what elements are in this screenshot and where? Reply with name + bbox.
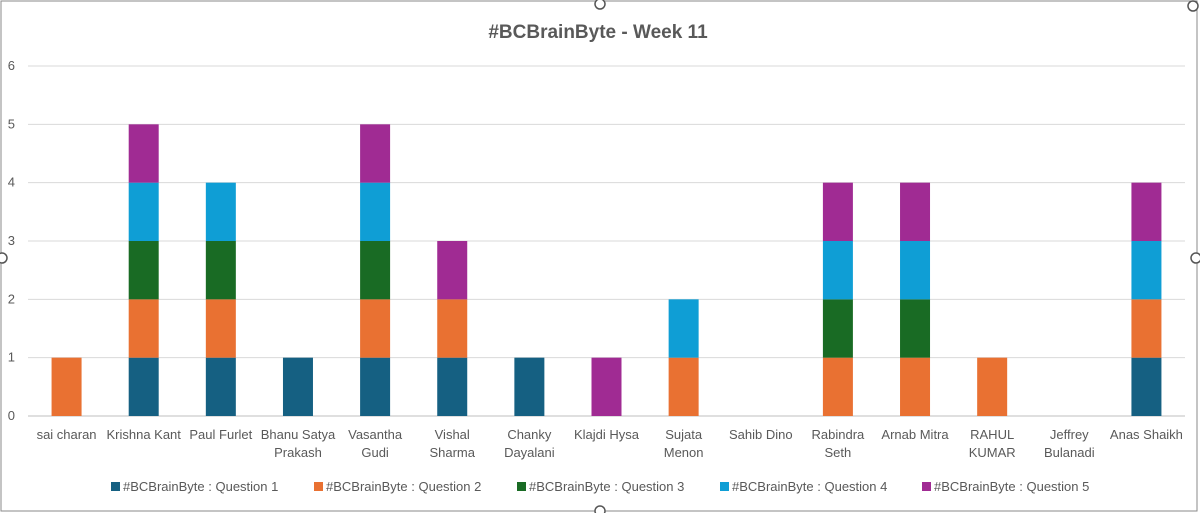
- x-tick-label: Vishal Sharma: [429, 427, 475, 460]
- resize-handle-bottom[interactable]: [594, 505, 606, 517]
- bar-segment-q1[interactable]: [514, 357, 545, 416]
- bar-segment-q4[interactable]: [1131, 241, 1162, 300]
- bar-segment-q4[interactable]: [822, 241, 853, 300]
- resize-handle-left[interactable]: [0, 252, 8, 264]
- bar-segment-q5[interactable]: [360, 124, 391, 183]
- bar-segment-q1[interactable]: [205, 357, 236, 416]
- bar-segment-q1[interactable]: [360, 357, 391, 416]
- chart-title: #BCBrainByte - Week 11: [488, 22, 708, 43]
- legend-label: #BCBrainByte : Question 4: [732, 479, 887, 494]
- legend: #BCBrainByte : Question 1 #BCBrainByte : …: [111, 479, 1089, 494]
- x-tick-label: Sahib Dino: [729, 427, 793, 442]
- x-tick-label: Vasantha Gudi: [348, 427, 403, 460]
- bar-segment-q2[interactable]: [437, 299, 468, 358]
- bar-segment-q5[interactable]: [1131, 182, 1162, 241]
- x-tick-label: Rabindra Seth: [812, 427, 866, 460]
- x-tick-label: Paul Furlet: [189, 427, 252, 442]
- bar-segment-q5[interactable]: [822, 182, 853, 241]
- legend-swatch: [314, 482, 323, 491]
- bar-segment-q2[interactable]: [900, 357, 931, 416]
- bar-segment-q2[interactable]: [1131, 299, 1162, 358]
- legend-swatch: [922, 482, 931, 491]
- x-tick-label: Chanky Dayalani: [504, 427, 555, 460]
- x-tick-label: Jeffrey Bulanadi: [1044, 427, 1095, 460]
- bar-segment-q3[interactable]: [360, 241, 391, 300]
- resize-handle-top-right[interactable]: [1187, 0, 1199, 12]
- x-tick-label: Bhanu Satya Prakash: [261, 427, 336, 460]
- bar-segment-q1[interactable]: [1131, 357, 1162, 416]
- bar-segment-q2[interactable]: [205, 299, 236, 358]
- y-tick-label: 2: [8, 291, 15, 306]
- bars: [51, 124, 1162, 416]
- bar-segment-q3[interactable]: [822, 299, 853, 358]
- bar-segment-q5[interactable]: [900, 182, 931, 241]
- y-tick-label: 1: [8, 350, 15, 365]
- bar-segment-q3[interactable]: [128, 241, 159, 300]
- y-axis-ticks: 0 1 2 3 4 5 6: [8, 58, 15, 423]
- bar-segment-q2[interactable]: [360, 299, 391, 358]
- bar-segment-q4[interactable]: [668, 299, 699, 358]
- bar-segment-q2[interactable]: [128, 299, 159, 358]
- x-tick-label: RAHUL KUMAR: [969, 427, 1016, 460]
- bar-segment-q5[interactable]: [591, 357, 622, 416]
- legend-label: #BCBrainByte : Question 5: [934, 479, 1089, 494]
- bar-segment-q1[interactable]: [437, 357, 468, 416]
- y-tick-label: 6: [8, 58, 15, 73]
- legend-label: #BCBrainByte : Question 3: [529, 479, 684, 494]
- bar-segment-q4[interactable]: [205, 182, 236, 241]
- bar-segment-q5[interactable]: [437, 241, 468, 300]
- bar-segment-q3[interactable]: [900, 299, 931, 358]
- bar-segment-q4[interactable]: [360, 182, 391, 241]
- x-tick-label: Sujata Menon: [664, 427, 704, 460]
- x-tick-label: sai charan: [37, 427, 97, 442]
- bar-segment-q4[interactable]: [900, 241, 931, 300]
- resize-handle-right[interactable]: [1190, 252, 1200, 264]
- legend-label: #BCBrainByte : Question 2: [326, 479, 481, 494]
- bar-segment-q1[interactable]: [282, 357, 313, 416]
- bar-segment-q4[interactable]: [128, 182, 159, 241]
- bar-segment-q2[interactable]: [977, 357, 1008, 416]
- legend-swatch: [517, 482, 526, 491]
- x-axis-ticks: sai charan Krishna Kant Paul Furlet Bhanu S…: [37, 427, 1183, 460]
- y-tick-label: 4: [8, 175, 15, 190]
- bar-segment-q3[interactable]: [205, 241, 236, 300]
- x-tick-label: Krishna Kant: [106, 427, 181, 442]
- bar-segment-q2[interactable]: [51, 357, 82, 416]
- legend-label: #BCBrainByte : Question 1: [123, 479, 278, 494]
- bar-segment-q2[interactable]: [822, 357, 853, 416]
- resize-handle-top[interactable]: [594, 0, 606, 10]
- bar-segment-q2[interactable]: [668, 357, 699, 416]
- bar-segment-q5[interactable]: [128, 124, 159, 183]
- y-tick-label: 5: [8, 116, 15, 131]
- x-tick-label: Klajdi Hysa: [574, 427, 640, 442]
- bar-segment-q1[interactable]: [128, 357, 159, 416]
- x-tick-label: Anas Shaikh: [1110, 427, 1183, 442]
- y-tick-label: 3: [8, 233, 15, 248]
- y-tick-label: 0: [8, 408, 15, 423]
- legend-swatch: [720, 482, 729, 491]
- x-tick-label: Arnab Mitra: [881, 427, 949, 442]
- legend-swatch: [111, 482, 120, 491]
